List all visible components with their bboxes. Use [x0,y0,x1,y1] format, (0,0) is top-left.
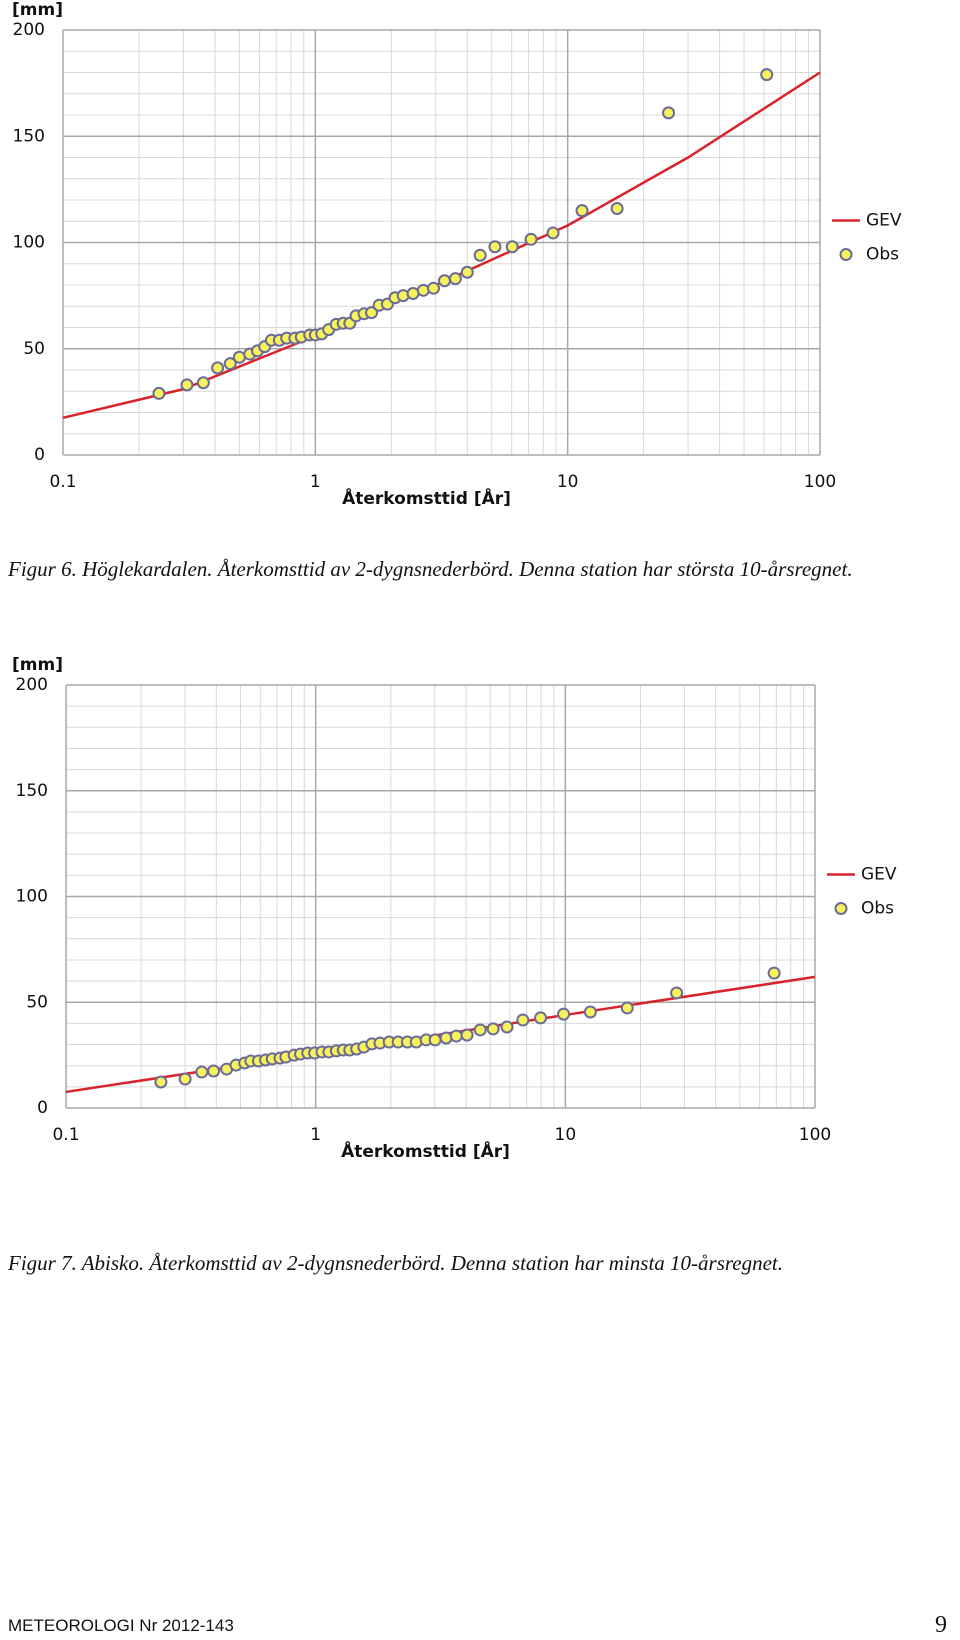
legend-marker [834,902,848,915]
x-tick-label: 1 [310,1125,321,1145]
y-axis-label: [mm] [12,0,63,20]
y-tick-label: 100 [16,887,48,907]
obs-point [154,1075,168,1089]
obs-point [178,1072,192,1086]
y-tick-label: 50 [26,992,48,1012]
obs-point [610,202,624,215]
obs-point [662,106,676,120]
obs-point [486,1022,500,1036]
obs-point [488,240,502,254]
y-tick-label: 150 [13,126,45,146]
obs-point [546,226,560,240]
obs-point [620,1001,634,1015]
obs-point [583,1005,597,1019]
obs-point [760,68,774,82]
legend-marker [839,248,853,261]
y-tick-label: 200 [16,675,48,695]
x-tick-label: 0.1 [52,1125,79,1145]
obs-point [448,272,462,286]
obs-point [575,204,589,218]
obs-point [460,1028,474,1042]
caption: Figur 7. Abisko. Återkomsttid av 2-dygns… [8,1251,783,1275]
obs-point [180,378,194,392]
page-number: 9 [935,1612,947,1638]
x-tick-label: 1 [310,472,321,492]
obs-point [767,966,781,980]
x-tick-label: 100 [799,1125,831,1145]
y-tick-label: 0 [37,1098,48,1118]
y-tick-label: 200 [13,20,45,40]
obs-point [670,986,684,1000]
y-tick-label: 50 [23,339,45,359]
obs-point [439,1031,453,1045]
y-tick-label: 0 [34,445,45,465]
obs-point [557,1007,571,1021]
gev-line [65,975,816,1094]
obs-point [449,1029,463,1043]
legend-label: Obs [866,245,899,265]
obs-point [207,1064,221,1078]
obs-point [152,386,166,400]
y-tick-label: 150 [16,781,48,801]
obs-point [196,376,210,390]
x-axis-label: Återkomsttid [År] [341,1139,510,1162]
x-tick-label: 0.1 [49,472,76,492]
obs-point [505,240,519,254]
obs-point [473,248,487,262]
obs-point [524,232,538,246]
obs-point [232,350,246,364]
legend-label: GEV [866,211,902,231]
obs-point [211,361,225,375]
obs-point [427,281,441,295]
obs-point [223,357,237,371]
legend-label: GEV [861,865,897,885]
footer-text: METEOROLOGI Nr 2012-143 [8,1616,234,1635]
obs-point [473,1023,487,1037]
obs-point [428,1033,442,1047]
obs-point [516,1013,530,1027]
obs-point [460,265,474,279]
y-tick-label: 100 [13,233,45,253]
x-axis-label: Återkomsttid [År] [342,486,511,509]
x-tick-label: 10 [555,1125,577,1145]
obs-point [416,283,430,297]
caption: Figur 6. Höglekardalen. Återkomsttid av … [8,557,853,581]
obs-point [195,1065,209,1079]
obs-point [534,1011,548,1025]
obs-point [500,1020,514,1034]
x-tick-label: 100 [804,472,836,492]
x-tick-label: 10 [557,472,579,492]
obs-point [365,306,379,320]
y-axis-label: [mm] [12,655,63,675]
legend-label: Obs [861,899,894,919]
obs-point [437,274,451,288]
